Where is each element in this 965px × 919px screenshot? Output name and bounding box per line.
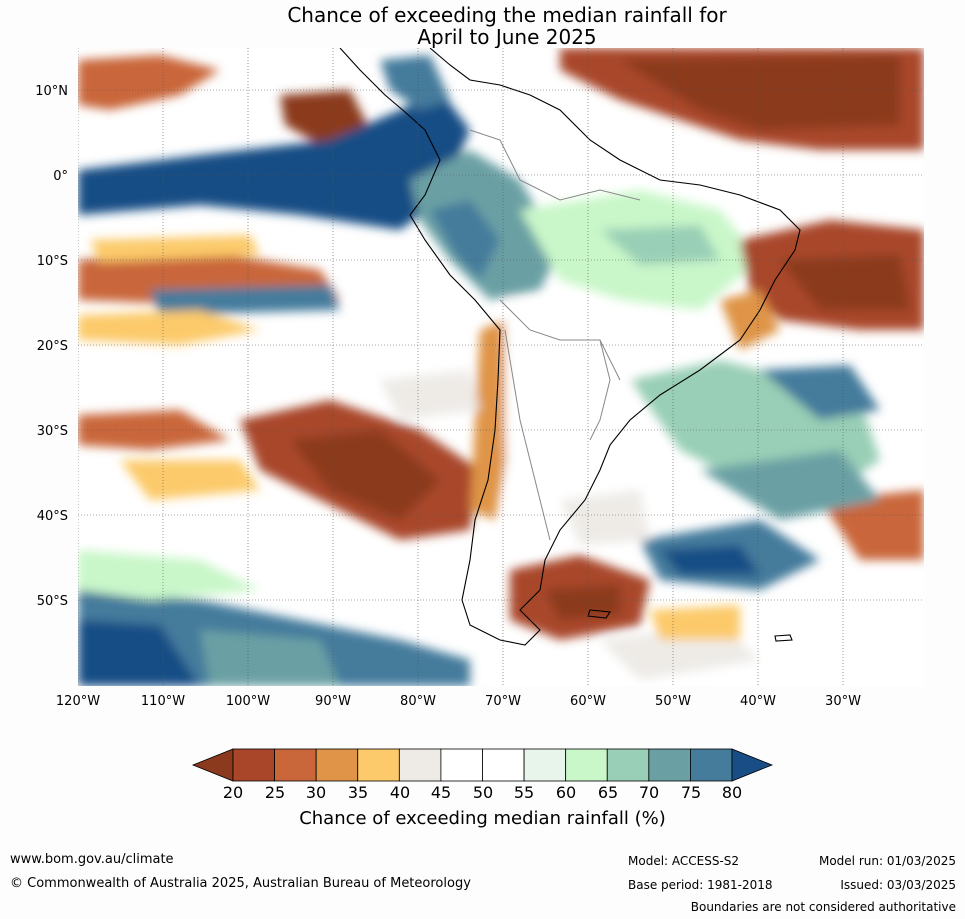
lon-label: 100°W <box>226 694 270 709</box>
lon-label: 60°W <box>570 694 606 709</box>
colorbar-tick: 35 <box>348 783 368 802</box>
lat-label: 30°S <box>37 424 68 439</box>
colorbar-tick: 60 <box>556 783 576 802</box>
colorbar-title: Chance of exceeding median rainfall (%) <box>299 808 666 829</box>
colorbar-segment <box>523 748 567 782</box>
colorbar-tick: 65 <box>598 783 618 802</box>
gridlines <box>78 48 924 686</box>
country-borders <box>469 129 641 541</box>
colorbar-segment <box>482 748 525 782</box>
colorbar-tick: 80 <box>722 783 742 802</box>
colorbar-segment <box>690 748 733 782</box>
lat-label: 40°S <box>37 509 68 524</box>
lon-label: 90°W <box>315 694 351 709</box>
issued-date: Issued: 03/03/2025 <box>840 878 956 892</box>
colorbar-segment <box>565 748 608 782</box>
lat-label: 50°S <box>37 594 68 609</box>
colorbar-segment <box>232 748 275 782</box>
colorbar-tick: 70 <box>639 783 659 802</box>
colorbar-tick: 45 <box>431 783 451 802</box>
boundaries-disclaimer: Boundaries are not considered authoritat… <box>690 900 956 914</box>
title-line-2: April to June 2025 <box>417 25 597 49</box>
base-period: Base period: 1981-2018 <box>628 878 773 892</box>
rainfall-anomaly-field <box>78 48 924 686</box>
map-area <box>78 48 924 686</box>
colorbar <box>191 748 774 782</box>
model-name: Model: ACCESS-S2 <box>628 854 740 868</box>
lon-label: 110°W <box>141 694 185 709</box>
colorbar-ticks: 20 25 30 35 40 45 50 55 60 65 70 75 80 <box>223 783 742 802</box>
lat-label: 10°S <box>37 254 68 269</box>
lon-label: 80°W <box>400 694 436 709</box>
latitude-labels: 10°N 0° 10°S 20°S 30°S 40°S 50°S <box>35 84 68 609</box>
lon-label: 40°W <box>740 694 776 709</box>
colorbar-segment <box>648 748 691 782</box>
lon-label: 70°W <box>485 694 521 709</box>
colorbar-tick: 30 <box>306 783 326 802</box>
colorbar-tick: 20 <box>223 783 243 802</box>
lon-label: 120°W <box>56 694 100 709</box>
longitude-labels: 120°W 110°W 100°W 90°W 80°W 70°W 60°W 50… <box>56 694 861 709</box>
lat-label: 10°N <box>35 84 68 99</box>
colorbar-tick: 55 <box>514 783 534 802</box>
colorbar-segment <box>398 748 442 782</box>
website-link[interactable]: www.bom.gov.au/climate <box>10 852 174 867</box>
colorbar-segment <box>274 748 317 782</box>
lon-label: 50°W <box>655 694 691 709</box>
model-run-date: Model run: 01/03/2025 <box>818 854 956 868</box>
colorbar-tick: 40 <box>390 783 410 802</box>
lon-label: 30°W <box>825 694 861 709</box>
map-title: Chance of exceeding the median rainfall … <box>0 4 965 48</box>
colorbar-arrow-high <box>731 748 774 782</box>
colorbar-segment <box>440 748 483 782</box>
title-line-1: Chance of exceeding the median rainfall … <box>287 3 727 27</box>
colorbar-segment <box>315 748 359 782</box>
colorbar-tick: 50 <box>473 783 493 802</box>
colorbar-arrow-low <box>191 748 234 782</box>
copyright-text: © Commonwealth of Australia 2025, Austra… <box>10 876 471 891</box>
colorbar-segment <box>357 748 400 782</box>
colorbar-tick: 75 <box>681 783 701 802</box>
coastlines <box>339 48 801 646</box>
colorbar-segment <box>606 748 650 782</box>
lat-label: 0° <box>53 169 68 184</box>
lat-label: 20°S <box>37 339 68 354</box>
colorbar-tick: 25 <box>265 783 285 802</box>
